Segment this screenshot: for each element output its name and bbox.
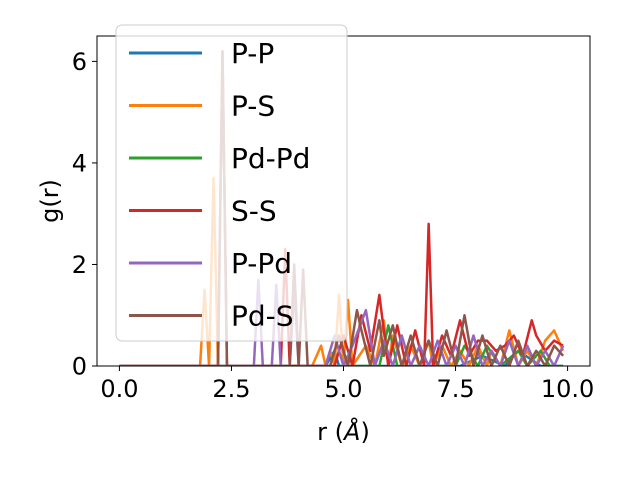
y-tick-label: 0: [72, 353, 87, 381]
legend-frame: [115, 24, 348, 342]
legend-label: P-P: [231, 37, 274, 70]
y-tick-label: 6: [72, 48, 87, 76]
x-tick-label: 0.0: [100, 375, 138, 403]
y-tick-label: 2: [72, 251, 87, 279]
legend-label: Pd-Pd: [231, 142, 310, 175]
legend-item-p-p: P-P: [129, 37, 274, 70]
x-axis-label: r (Å): [317, 417, 370, 446]
x-tick-label: 2.5: [212, 375, 250, 403]
legend-item-s-s: S-S: [129, 195, 277, 228]
y-tick-label: 4: [72, 149, 87, 177]
legend: P-P P-S Pd-Pd S-S P-Pd Pd-S: [115, 24, 348, 342]
legend-label: S-S: [231, 195, 277, 228]
y-axis-label: g(r): [36, 179, 64, 223]
legend-item-p-s: P-S: [129, 90, 275, 123]
y-axis: 0 2 4 6: [72, 48, 97, 381]
x-tick-label: 7.5: [436, 375, 474, 403]
legend-item-pd-s: Pd-S: [129, 300, 294, 333]
series-line-pd-pd: [119, 324, 564, 366]
legend-item-p-pd: P-Pd: [129, 247, 292, 280]
x-tick-label: 10.0: [541, 375, 594, 403]
x-axis: 0.0 2.5 5.0 7.5 10.0: [100, 366, 594, 403]
legend-label: Pd-S: [231, 300, 294, 333]
legend-label: P-Pd: [231, 247, 292, 280]
legend-item-pd-pd: Pd-Pd: [129, 142, 310, 175]
legend-label: P-S: [231, 90, 275, 123]
x-tick-label: 5.0: [324, 375, 362, 403]
